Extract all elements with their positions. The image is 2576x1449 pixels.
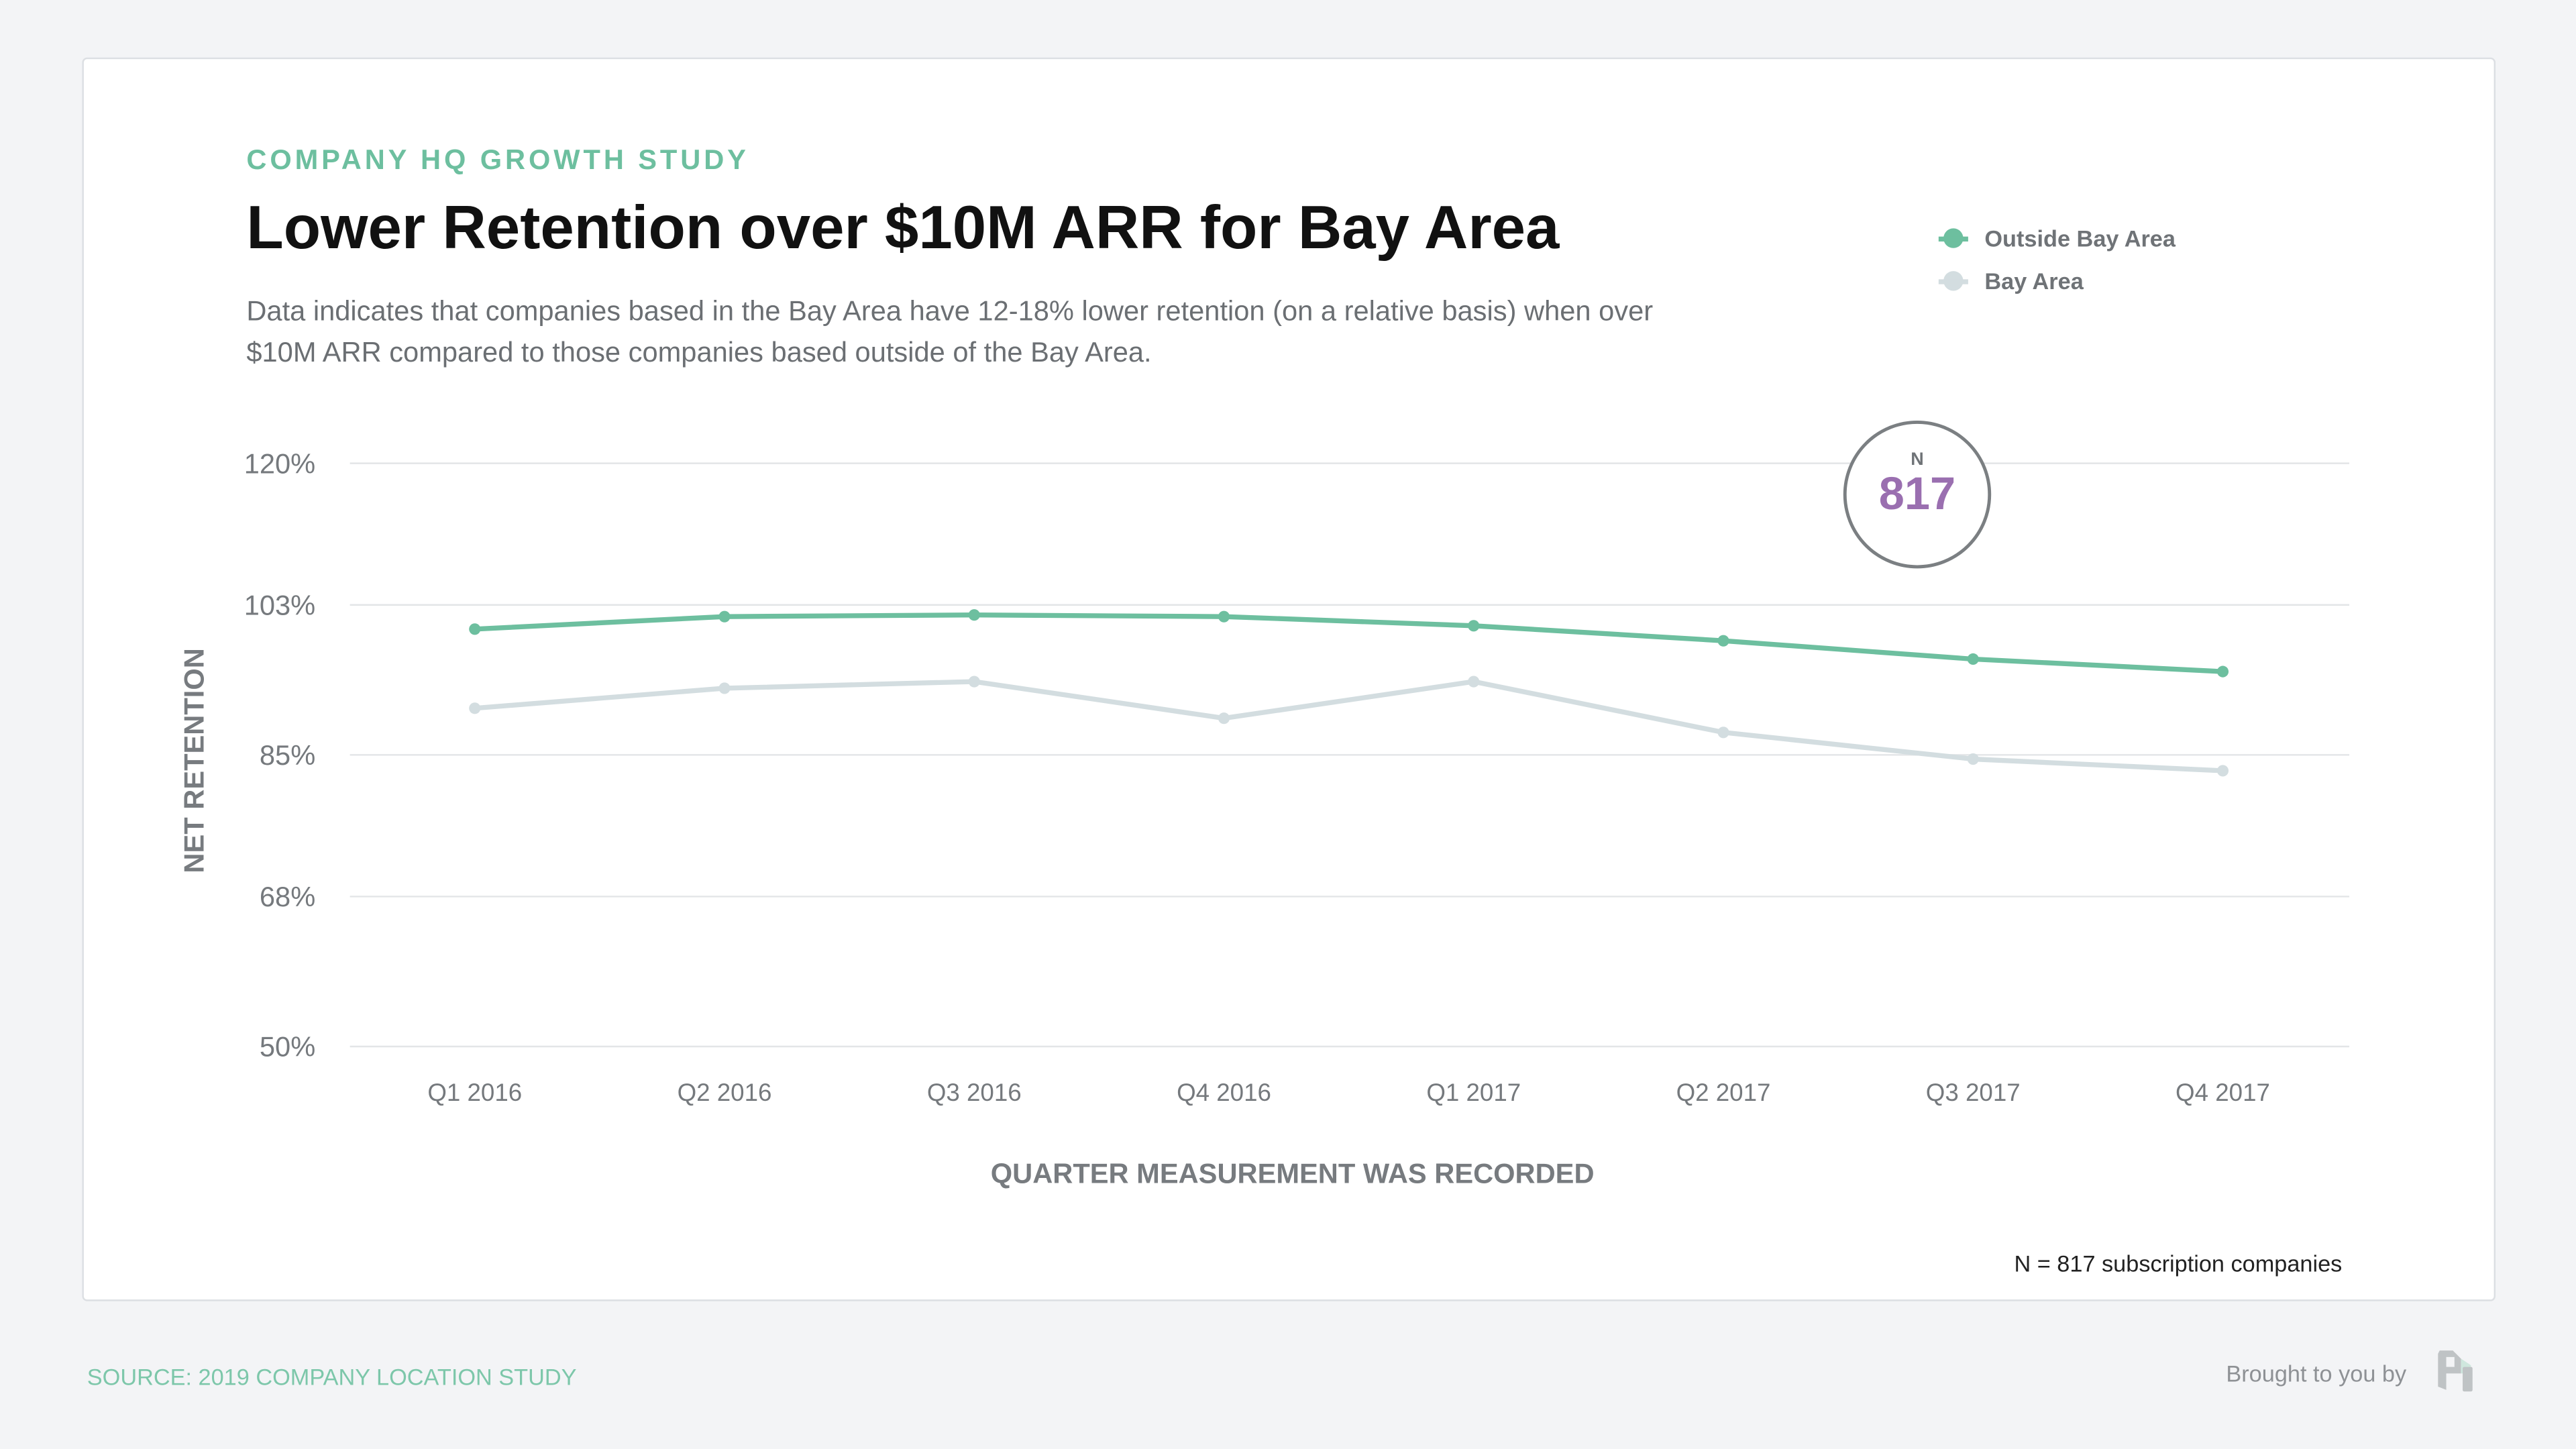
data-point <box>718 610 731 623</box>
y-tick-label: 68% <box>260 881 315 912</box>
data-point <box>1967 653 1979 665</box>
x-tick-label: Q2 2016 <box>678 1079 772 1106</box>
brand-logo-icon <box>2438 1350 2473 1392</box>
data-point <box>469 623 481 635</box>
x-axis-label: QUARTER MEASUREMENT WAS RECORDED <box>990 1158 1595 1190</box>
chart-subtitle: Data indicates that companies based in t… <box>246 295 1654 368</box>
legend-label: Bay Area <box>1984 268 2084 294</box>
legend-marker-bay <box>1938 271 1968 291</box>
footnote: N = 817 subscription companies <box>2014 1250 2343 1277</box>
data-point <box>1717 635 1729 647</box>
chart-title: Lower Retention over $10M ARR for Bay Ar… <box>246 193 1560 262</box>
legend: Outside Bay Area Bay Area <box>1938 217 2176 303</box>
x-tick-label: Q3 2017 <box>1926 1079 2021 1106</box>
y-tick-label: 85% <box>260 739 315 771</box>
data-point <box>1218 610 1230 623</box>
data-point <box>1717 727 1729 739</box>
data-point <box>718 682 731 694</box>
source-text: SOURCE: 2019 COMPANY LOCATION STUDY <box>87 1363 577 1390</box>
x-tick-label: Q4 2016 <box>1177 1079 1271 1106</box>
legend-label: Outside Bay Area <box>1984 225 2176 252</box>
badge-label: N <box>1911 450 1924 470</box>
x-tick-label: Q3 2016 <box>927 1079 1022 1106</box>
data-point <box>1218 712 1230 724</box>
y-tick-label: 103% <box>244 589 315 621</box>
series-line <box>474 612 2223 674</box>
badge-value: 817 <box>1878 468 1956 519</box>
series-line <box>474 679 2223 773</box>
data-point <box>968 609 980 621</box>
legend-item-bay: Bay Area <box>1938 260 2176 303</box>
eyebrow: COMPANY HQ GROWTH STUDY <box>246 144 749 176</box>
data-point <box>1468 620 1480 632</box>
y-tick-label: 120% <box>244 447 315 479</box>
chart-card <box>82 57 2496 1301</box>
data-point <box>469 702 481 714</box>
data-point <box>2216 765 2229 777</box>
legend-item-outside: Outside Bay Area <box>1938 217 2176 260</box>
y-axis-label: NET RETENTION <box>178 648 211 873</box>
x-tick-label: Q1 2016 <box>427 1079 522 1106</box>
x-tick-label: Q1 2017 <box>1426 1079 1521 1106</box>
x-tick-label: Q4 2017 <box>2176 1079 2270 1106</box>
brought-by-text: Brought to you by <box>2226 1360 2407 1387</box>
data-point <box>968 676 980 688</box>
x-tick-label: Q2 2017 <box>1676 1079 1771 1106</box>
sample-size-badge: N 817 <box>1843 420 1992 569</box>
data-point <box>1468 676 1480 688</box>
y-tick-label: 50% <box>260 1031 315 1063</box>
data-point <box>1967 753 1979 765</box>
legend-marker-outside <box>1938 228 1968 248</box>
data-point <box>2216 665 2229 678</box>
